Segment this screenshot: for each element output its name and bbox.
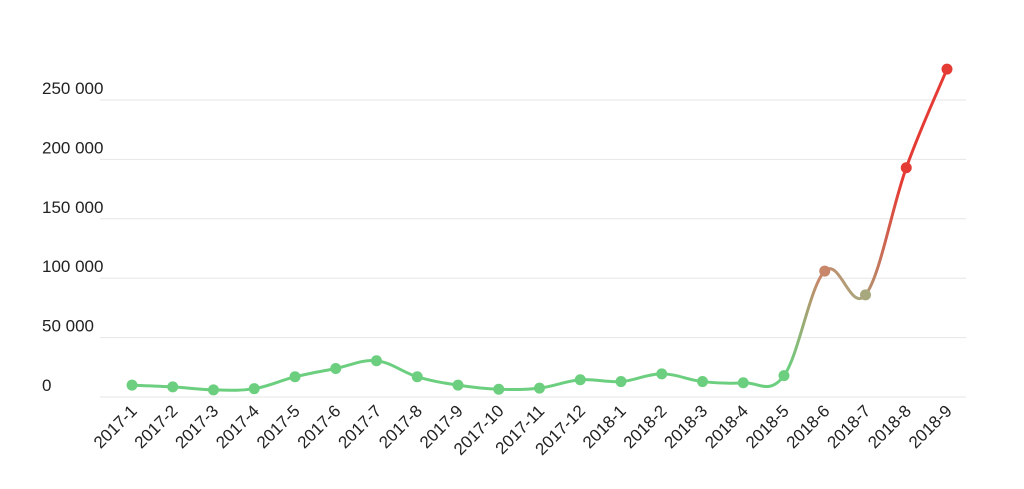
data-point	[615, 376, 627, 388]
data-point	[697, 376, 708, 388]
y-tick-label: 150 000	[42, 198, 103, 217]
x-tick-label: 2018-8	[864, 401, 915, 452]
data-point	[208, 384, 219, 396]
x-tick-label: 2018-6	[783, 401, 834, 452]
data-points	[126, 63, 953, 396]
data-point	[371, 355, 382, 367]
x-tick-label: 2017-2	[131, 401, 182, 452]
y-tick-label: 200 000	[42, 138, 103, 157]
data-point	[411, 371, 423, 383]
x-axis-ticks: 2017-12017-22017-32017-42017-52017-62017…	[90, 401, 956, 459]
data-point	[452, 379, 464, 391]
data-point	[167, 381, 179, 393]
data-point	[778, 370, 790, 382]
y-tick-label: 0	[42, 376, 51, 395]
data-point	[819, 265, 831, 277]
data-point	[126, 379, 138, 391]
x-tick-label: 2017-5	[253, 401, 304, 452]
x-tick-label: 2018-3	[660, 401, 711, 452]
y-tick-label: 100 000	[42, 257, 103, 276]
x-tick-label: 2018-4	[701, 401, 752, 452]
y-axis-ticks: 0 50 000 100 000 150 000 200 000 250 000	[42, 79, 103, 395]
series-line	[130, 67, 949, 392]
x-tick-label: 2018-1	[579, 401, 630, 452]
data-point	[737, 377, 749, 389]
x-tick-label: 2018-2	[620, 401, 671, 452]
x-tick-label: 2017-6	[294, 401, 345, 452]
x-tick-label: 2017-7	[334, 401, 385, 452]
y-tick-label: 50 000	[42, 317, 94, 336]
data-point	[941, 63, 953, 75]
data-point	[860, 289, 871, 301]
y-tick-label: 250 000	[42, 79, 103, 98]
x-tick-label: 2018-7	[823, 401, 874, 452]
x-tick-label: 2017-4	[212, 401, 263, 452]
x-tick-label: 2017-1	[90, 401, 141, 452]
data-point	[248, 383, 260, 395]
data-point	[900, 162, 912, 174]
data-point	[289, 371, 301, 383]
x-tick-label: 2018-5	[742, 401, 793, 452]
data-point	[656, 368, 668, 380]
x-tick-label: 2018-9	[905, 401, 956, 452]
data-point	[493, 383, 505, 395]
data-point	[330, 362, 342, 374]
data-point	[534, 382, 545, 394]
x-tick-label: 2017-3	[171, 401, 222, 452]
data-point	[574, 374, 586, 386]
x-tick-label: 2017-8	[375, 401, 426, 452]
gridlines	[100, 99, 966, 398]
